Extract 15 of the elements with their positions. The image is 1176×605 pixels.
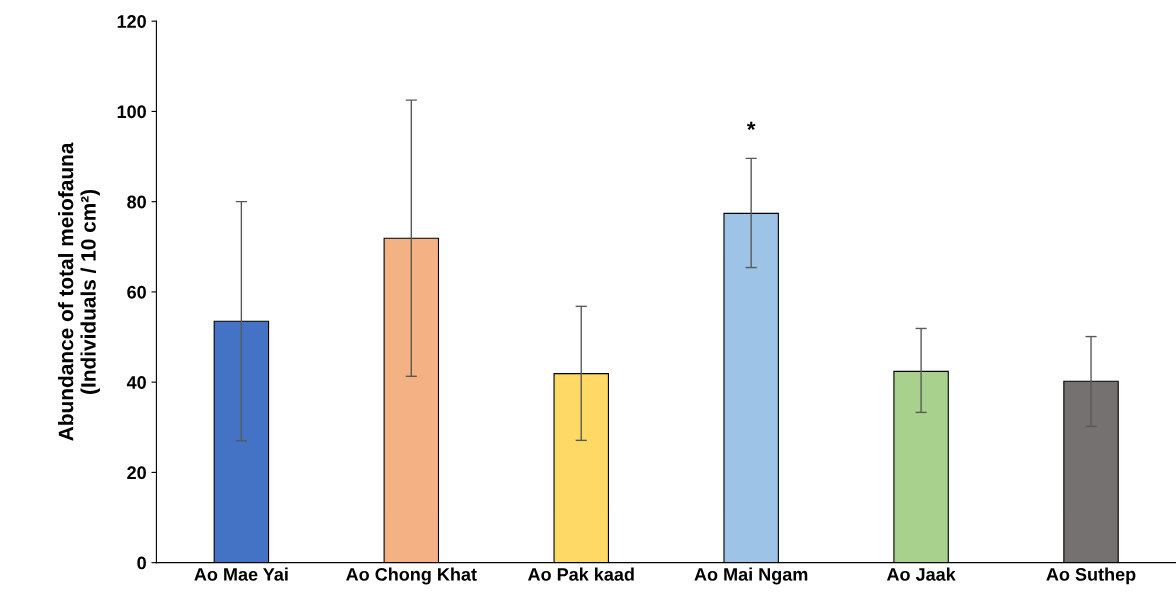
y-tick-label: 0 [137, 556, 146, 570]
y-tick-label: 60 [127, 285, 146, 299]
x-tick-label: Ao Jaak [886, 567, 956, 581]
x-tick-label: Ao Chong Khat [346, 567, 477, 585]
x-tick-label: Ao Mai Ngam [694, 567, 808, 585]
y-tick-label: 20 [127, 466, 146, 480]
y-axis-title: Abundance of total meiofauna (Individuals / 10 cm²) [58, 142, 100, 441]
y-tick-label: 120 [117, 15, 146, 28]
x-tick-label: Ao Pak kaad [528, 567, 634, 581]
y-tick-label: 100 [117, 105, 146, 119]
y-tick-label: 40 [126, 376, 146, 389]
y-tick-label: 80 [127, 195, 146, 209]
x-tick-label: Ao Mae Yai [194, 567, 288, 581]
annotation: * [746, 121, 756, 131]
x-tick-label: Ao Suthep [1046, 567, 1136, 585]
